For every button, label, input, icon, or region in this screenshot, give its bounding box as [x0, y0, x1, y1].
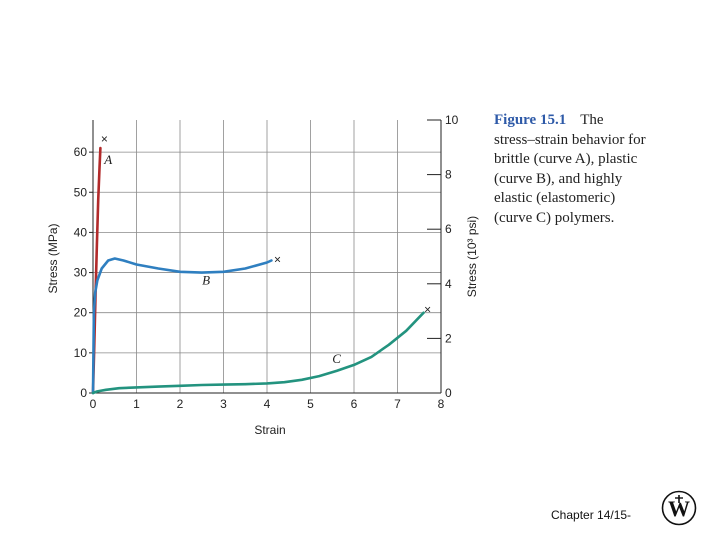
- x-tick-label: 8: [438, 397, 445, 411]
- y2-tick-label: 10: [445, 113, 459, 127]
- figure-caption: Figure 15.1 The stress–strain behavior fo…: [494, 111, 694, 228]
- x-tick-label: 6: [351, 397, 358, 411]
- caption-line-1: The: [580, 112, 604, 128]
- y2-tick-label: 2: [445, 331, 452, 345]
- x-tick-label: 4: [264, 397, 271, 411]
- curve-C: [91, 311, 425, 395]
- x-tick-label: 1: [133, 397, 140, 411]
- y2-axis-title: Stress (10³ psi): [465, 216, 479, 297]
- curve-label-A: A: [103, 152, 112, 167]
- y2-tick-label: 6: [445, 222, 452, 236]
- caption-heading: Figure 15.1: [494, 112, 567, 128]
- y-tick-label: 40: [74, 225, 88, 239]
- y2-tick-label: 0: [445, 386, 452, 400]
- y-tick-label: 50: [74, 185, 88, 199]
- label-layer: × × × A B C: [101, 132, 431, 366]
- fracture-marker-C: ×: [424, 303, 431, 317]
- x-tick-label: 5: [307, 397, 314, 411]
- curve-B: [91, 257, 273, 395]
- wiley-logo-icon: W: [661, 490, 697, 526]
- y-tick-label: 30: [74, 266, 88, 280]
- x-tick-label: 0: [90, 397, 97, 411]
- y2-tick-label: 4: [445, 277, 452, 291]
- caption-line-5: elastic (elastomeric): [494, 190, 616, 206]
- grid-layer: [92, 120, 442, 394]
- wiley-logo-letters: W: [668, 496, 690, 521]
- y2-tick-label: 8: [445, 168, 452, 182]
- caption-line-4: (curve B), and highly: [494, 170, 623, 187]
- y-axis-title: Stress (MPa): [46, 223, 60, 293]
- fracture-marker-B: ×: [274, 253, 281, 267]
- caption-line-3: brittle (curve A), plastic: [494, 151, 638, 167]
- y-tick-label: 0: [80, 386, 87, 400]
- fracture-marker-A: ×: [101, 132, 108, 146]
- curve-label-C: C: [332, 351, 341, 366]
- x-tick-label: 7: [394, 397, 401, 411]
- x-tick-label: 3: [220, 397, 227, 411]
- series-layer: [91, 146, 425, 395]
- curve-label-B: B: [202, 273, 210, 288]
- y-tick-label: 10: [74, 346, 88, 360]
- x-axis-title: Strain: [254, 423, 285, 437]
- y-tick-label: 60: [74, 145, 88, 159]
- y-tick-label: 20: [74, 306, 88, 320]
- caption-line-6: (curve C) polymers.: [494, 209, 615, 226]
- x-tick-label: 2: [177, 397, 184, 411]
- chapter-footer: Chapter 14/15-: [551, 508, 632, 522]
- caption-line-2: stress–strain behavior for: [494, 131, 646, 148]
